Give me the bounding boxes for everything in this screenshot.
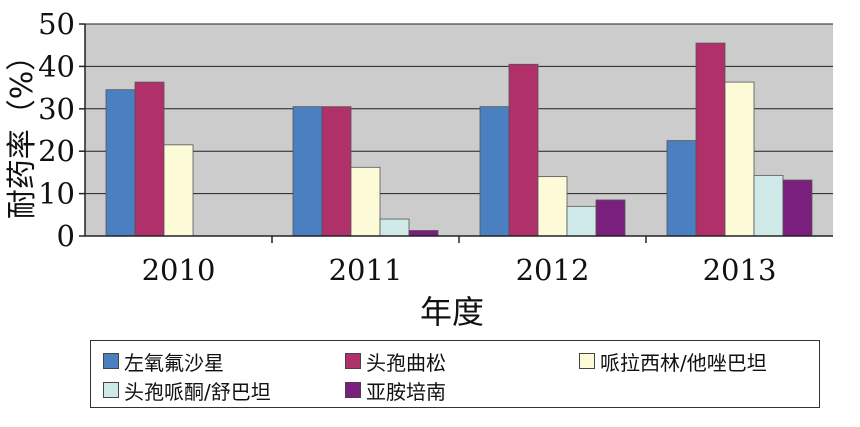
legend-item: 亚胺培南 xyxy=(345,377,446,404)
bar xyxy=(666,140,697,237)
x-tick-label: 2013 xyxy=(703,253,777,287)
axes xyxy=(79,23,833,243)
legend-label: 左氧氟沙星 xyxy=(124,350,224,375)
bar xyxy=(753,174,784,237)
legend-item: 头孢曲松 xyxy=(345,348,446,375)
bar xyxy=(566,205,597,237)
bar xyxy=(508,63,539,237)
y-tick-label: 20 xyxy=(38,134,75,168)
legend-label: 哌拉西林/他唑巴坦 xyxy=(600,350,767,375)
legend-item: 左氧氟沙星 xyxy=(103,348,224,375)
bar xyxy=(537,176,568,237)
x-tick-label: 2011 xyxy=(329,253,403,287)
legend-swatch xyxy=(579,353,595,369)
legend-label: 头孢哌酮/舒巴坦 xyxy=(124,379,271,404)
bar xyxy=(163,144,194,237)
legend-label: 头孢曲松 xyxy=(366,350,446,375)
bar xyxy=(724,81,755,237)
legend-swatch xyxy=(103,382,119,398)
bar xyxy=(134,81,165,237)
y-tick-label: 50 xyxy=(38,7,75,41)
y-tick-label: 10 xyxy=(38,177,75,211)
legend: 左氧氟沙星 头孢曲松 哌拉西林/他唑巴坦 头孢哌酮/舒巴坦 亚胺培南 xyxy=(90,340,820,408)
x-tick-label: 2010 xyxy=(142,253,216,287)
legend-swatch xyxy=(345,353,361,369)
bar xyxy=(408,230,439,237)
y-axis-label: 耐药率（%） xyxy=(5,41,40,220)
legend-item: 哌拉西林/他唑巴坦 xyxy=(579,348,767,375)
bar-chart: 0 10 20 30 40 50 2010 2011 2012 2013 年度 耐药率（%） xyxy=(5,7,833,331)
bar xyxy=(782,179,813,237)
bar xyxy=(292,106,323,237)
legend-item: 头孢哌酮/舒巴坦 xyxy=(103,377,271,404)
y-tick-labels: 0 10 20 30 40 50 xyxy=(38,7,75,253)
y-tick-label: 0 xyxy=(57,219,75,253)
bar xyxy=(105,89,136,237)
bar xyxy=(695,42,726,237)
legend-swatch xyxy=(345,382,361,398)
bars xyxy=(105,42,813,237)
legend-label: 亚胺培南 xyxy=(366,379,446,404)
bar xyxy=(379,218,410,237)
bar xyxy=(321,106,352,237)
y-tick-label: 30 xyxy=(38,92,75,126)
legend-swatch xyxy=(103,353,119,369)
bar xyxy=(595,199,626,237)
y-tick-label: 40 xyxy=(38,49,75,83)
x-tick-labels: 2010 2011 2012 2013 xyxy=(142,253,777,287)
x-axis-label: 年度 xyxy=(420,293,484,331)
bar xyxy=(350,166,381,237)
bar xyxy=(479,106,510,237)
x-tick-label: 2012 xyxy=(516,253,590,287)
